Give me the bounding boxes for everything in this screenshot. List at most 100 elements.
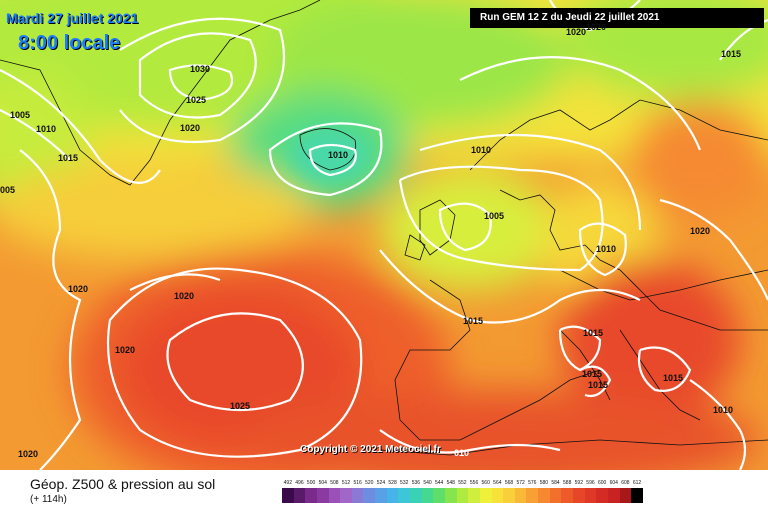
legend-label: 588 [563,480,572,486]
legend-item: 612 [631,478,643,506]
isobar-label: 1015 [583,328,604,338]
legend-swatch [305,488,317,503]
legend-label: 536 [411,480,421,486]
isobar-label: 005 [0,185,16,195]
legend-item: 528 [386,478,399,506]
legend-label: 512 [341,480,351,486]
isobar-label: 1020 [566,27,587,37]
legend-swatch [584,488,597,503]
legend-item: 580 [538,478,550,506]
legend-item: 604 [607,478,620,506]
legend-label: 612 [632,480,642,486]
legend-item: 564 [491,478,504,506]
legend-label: 556 [469,480,479,486]
isobar-label: 1005 [10,110,31,120]
legend-item: 608 [619,478,632,506]
legend-item: 536 [410,478,422,506]
legend-label: 548 [446,480,455,486]
legend-swatch [607,488,620,503]
isobar-label: 1015 [582,369,603,379]
legend-item: 568 [503,478,515,506]
legend-item: 584 [549,478,562,506]
map-footer: Géop. Z500 & pression au sol (+ 114h) 49… [0,470,768,512]
isobar-label: 1010 [328,150,349,160]
color-legend: 492 496 500 504 508 512 516 520 524 528 532 536 540 5… [282,478,643,506]
legend-item: 596 [584,478,597,506]
isobar-label: 1020 [68,284,89,294]
legend-label: 592 [574,480,583,486]
legend-label: 492 [283,480,292,486]
isobar-label: 1015 [721,49,742,59]
legend-label: 576 [528,480,537,486]
isobar-label: 1020 [180,123,201,133]
legend-label: 584 [551,480,560,486]
legend-swatch [398,488,411,503]
isobar-label: 1005 [484,211,505,221]
legend-swatch [293,488,306,503]
isobar-label: 1020 [690,226,711,236]
legend-swatch [619,488,632,503]
model-run-banner: Run GEM 12 Z du Jeudi 22 juillet 2021 [470,8,764,28]
legend-label: 552 [458,480,467,486]
legend-item: 532 [398,478,411,506]
isobar-label: 1010 [36,124,57,134]
legend-swatch [386,488,399,503]
legend-label: 564 [493,480,502,486]
legend-swatch [631,488,643,503]
legend-swatch [479,488,492,503]
isobar-label: 1015 [663,373,684,383]
legend-item: 504 [316,478,329,506]
isobar-label: 1020 [586,22,607,32]
legend-label: 560 [481,480,490,486]
isobar-label: 1010 [471,145,492,155]
legend-swatch [316,488,329,503]
legend-swatch [421,488,434,503]
isobar-label: 010 [454,448,470,458]
legend-swatch [375,488,387,503]
weather-map [0,0,768,470]
legend-swatch [351,488,364,503]
legend-swatch [340,488,352,503]
legend-swatch [433,488,445,503]
legend-swatch [491,488,504,503]
legend-item: 544 [433,478,445,506]
legend-label: 572 [516,480,525,486]
legend-label: 508 [330,480,339,486]
legend-item: 592 [573,478,585,506]
legend-label: 544 [434,480,444,486]
isobar-label: 1020 [174,291,195,301]
valid-time: 8:00 locale [18,32,121,54]
geopotential-shading [0,0,768,470]
legend-swatch [538,488,550,503]
legend-swatch [456,488,469,503]
legend-swatch [573,488,585,503]
copyright-notice: Copyright © 2021 Meteociel.fr [300,444,441,455]
legend-label: 504 [318,480,327,486]
legend-label: 500 [306,480,316,486]
isobar-label: 1020 [18,449,39,459]
legend-label: 604 [609,480,618,486]
legend-label: 596 [586,480,595,486]
legend-swatch [561,488,574,503]
legend-item: 512 [340,478,352,506]
legend-item: 540 [421,478,434,506]
legend-item: 600 [596,478,608,506]
isobar-label: 1025 [230,401,251,411]
legend-item: 588 [561,478,574,506]
isobar-label: 1015 [588,380,609,390]
legend-item: 576 [526,478,539,506]
isobar-label: 1020 [115,345,136,355]
legend-item: 560 [479,478,492,506]
legend-swatch [468,488,480,503]
legend-item: 556 [468,478,480,506]
isobars [0,0,768,470]
valid-date: Mardi 27 juillet 2021 [6,10,139,26]
coastlines [0,0,768,456]
forecast-lead-time: (+ 114h) [30,494,67,505]
legend-label: 524 [376,480,386,486]
legend-swatch [526,488,539,503]
legend-label: 600 [597,480,607,486]
legend-item: 496 [293,478,306,506]
isobar-label: 1010 [596,244,617,254]
